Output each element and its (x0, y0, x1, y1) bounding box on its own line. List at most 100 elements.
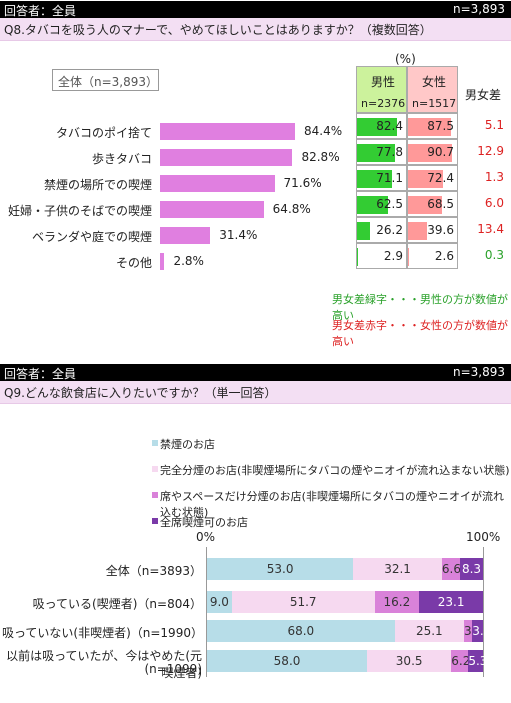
male-cell: 26.2 (356, 217, 407, 243)
diff-value: 0.3 (484, 248, 504, 262)
bar-segment: 8.3 (460, 558, 483, 580)
male-cell: 77.8 (356, 139, 407, 165)
legend-swatch (152, 492, 158, 498)
legend-label: 全席喫煙可のお店 (160, 516, 248, 529)
total-label-box: 全体（n=3,893） (52, 69, 159, 91)
question-text-2: Q9.どんな飲食店に入りたいですか？（単一回答） (4, 386, 277, 400)
bar-segment: 23.1 (419, 591, 483, 613)
male-value: 77.8 (376, 145, 403, 159)
note-red: 男女差赤字・・・女性の方が数値が高い (332, 319, 508, 348)
stacked-row: 53.0 32.1 6.6 8.3 (207, 558, 483, 580)
bar (160, 227, 211, 244)
category-label: その他 (115, 256, 152, 270)
male-header-n: n=2376 (361, 97, 406, 110)
female-value: 87.5 (427, 119, 454, 133)
male-value: 62.5 (376, 197, 403, 211)
category-label: タバコのポイ捨て (55, 126, 152, 140)
bar-segment: 9.0 (207, 591, 232, 613)
male-bar (357, 196, 388, 214)
axis-min-label: 0% (196, 530, 216, 544)
respondent-label: 回答者：全員 (4, 4, 77, 18)
segment-value-label: 3. (463, 624, 476, 638)
male-bar (357, 118, 398, 136)
total-label: 全体（n=3,893） (58, 75, 159, 89)
segment-value-label: 68.0 (287, 624, 315, 638)
unit-label: (%) (395, 52, 416, 66)
n-label-2: n=3,893 (452, 365, 505, 379)
bar-segment: 51.7 (231, 591, 375, 613)
female-bar (408, 196, 442, 214)
diff-value: 1.3 (484, 170, 504, 184)
segment-value-label: 8.3 (461, 562, 482, 576)
axis-right-line (483, 547, 484, 677)
bar-segment: 68.0 (207, 620, 395, 642)
bar-segment: 3.9 (472, 620, 491, 642)
female-value: 2.6 (434, 249, 454, 263)
bar-value-label: 84.4% (304, 124, 343, 138)
category-label: 妊婦・子供のそばでの喫煙 (7, 204, 152, 218)
male-bar (357, 144, 396, 162)
female-bar (408, 118, 451, 136)
female-header: 女性 n=1517 (407, 66, 458, 113)
female-header-n: n=1517 (412, 97, 457, 110)
legend-label: 完全分煙のお店(非喫煙場所にタバコの煙やニオイが流れ込まない状態) (160, 464, 510, 477)
category-label: ベランダや庭での喫煙 (31, 230, 152, 244)
category-label: 禁煙の場所での喫煙 (43, 178, 152, 192)
n-label: n=3,893 (452, 2, 505, 16)
category-label: 歩きタバコ (91, 152, 152, 166)
male-value: 82.4 (376, 119, 403, 133)
female-cell: 2.6 (407, 243, 458, 269)
category-label: 全体（n=3893） (105, 564, 202, 578)
bar-value-label: 64.8% (272, 202, 311, 216)
bar (160, 175, 275, 192)
female-cell: 39.6 (407, 217, 458, 243)
category-sublabel: (n=1099) (144, 662, 202, 676)
bar-segment: 58.0 (207, 650, 368, 672)
female-bar (408, 222, 428, 240)
bar-value-label: 82.8% (301, 150, 340, 164)
male-cell: 2.9 (356, 243, 407, 269)
male-cell: 82.4 (356, 113, 407, 139)
segment-value-label: 5.3 (468, 654, 488, 668)
male-bar (357, 222, 370, 240)
diff-header: 男女差 (465, 88, 502, 102)
bar-segment: 3. (463, 620, 476, 642)
segment-value-label: 6.2 (451, 654, 471, 668)
bar-segment: 5.3 (468, 650, 487, 672)
bar-segment: 16.2 (374, 591, 420, 613)
legend-label: 席やスペースだけ分煙のお店(非喫煙場所にタバコの煙やニオイが流れ込む状態) (160, 490, 504, 519)
question-bar-1: Q8.タバコを吸う人のマナーで、やめてほしいことはありますか？（複数回答） (0, 18, 511, 41)
question-text: Q8.タバコを吸う人のマナーで、やめてほしいことはありますか？（複数回答） (4, 23, 432, 37)
stacked-row: 9.0 51.7 16.2 23.1 (207, 591, 483, 613)
segment-value-label: 32.1 (384, 562, 411, 576)
bar (160, 253, 165, 270)
category-label: 吸っている(喫煙者)（n=804） (32, 597, 202, 611)
male-value: 2.9 (383, 249, 403, 263)
segment-value-label: 6.6 (441, 562, 461, 576)
respondent-label-2: 回答者：全員 (4, 367, 77, 381)
male-bar (357, 248, 359, 266)
header-bar-2: 回答者：全員 n=3,893 (0, 364, 511, 381)
female-value: 72.4 (427, 171, 454, 185)
segment-value-label: 3.9 (472, 624, 492, 638)
diff-value: 12.9 (477, 144, 504, 158)
male-value: 26.2 (376, 223, 403, 237)
segment-value-label: 58.0 (273, 654, 301, 668)
diff-value: 13.4 (477, 222, 504, 236)
segment-value-label: 53.0 (266, 562, 294, 576)
segment-value-label: 51.7 (289, 595, 317, 609)
male-bar (357, 170, 392, 188)
bar-segment: 6.2 (451, 650, 471, 672)
male-cell: 62.5 (356, 191, 407, 217)
bar-segment: 53.0 (207, 558, 354, 580)
bar (160, 149, 293, 166)
legend-swatch (152, 466, 158, 472)
stacked-row: 68.0 25.1 3. 3.9 (207, 620, 491, 642)
male-value: 71.1 (376, 171, 403, 185)
note-green: 男女差緑字・・・男性の方が数値が高い (332, 293, 508, 322)
axis-max-label: 100% (466, 530, 501, 544)
male-header-label: 男性 (371, 75, 396, 89)
stacked-row: 58.0 30.5 6.2 5.3 (207, 650, 487, 672)
header-bar-1: 回答者：全員 n=3,893 (0, 1, 511, 18)
segment-value-label: 23.1 (437, 595, 465, 609)
